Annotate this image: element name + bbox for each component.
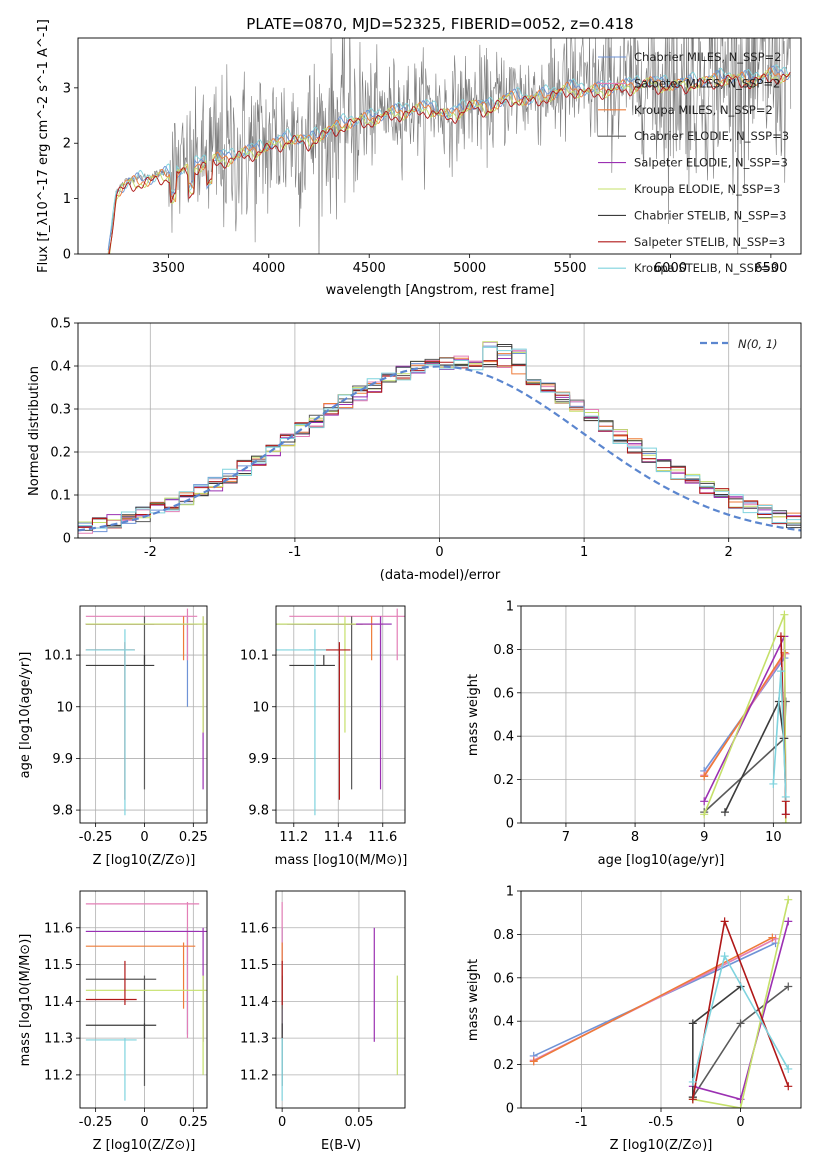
age_vs_mass-ytick-label: 9.9: [248, 752, 269, 767]
age_vs_z-ytick-label: 9.8: [52, 804, 73, 819]
age_vs_z-ytick-label: 10.1: [44, 649, 73, 664]
weight_vs_z-ytick-label: 0.4: [493, 1015, 514, 1030]
residual_histogram-xtick-label: 0: [435, 545, 443, 560]
mass_vs_ebv-ytick-label: 11.6: [240, 921, 269, 936]
age_vs_z-xtick-label: -0.25: [79, 830, 113, 845]
weight_vs_z-ytick-label: 0.8: [493, 928, 514, 943]
legend-entry: Salpeter ELODIE, N_SSP=3: [634, 156, 788, 170]
spectrum-xtick-label: 3500: [152, 261, 185, 276]
legend-entry: Salpeter STELIB, N_SSP=3: [634, 235, 785, 249]
legend-entry: Chabrier MILES, N_SSP=2: [634, 50, 781, 64]
spectrum-ytick-label: 3: [63, 81, 71, 96]
age-vs-z-xlabel: Z [log10(Z/Z⊙)]: [93, 853, 196, 868]
mass_vs_ebv-ytick-label: 11.3: [240, 1032, 269, 1047]
residual-xlabel: (data-model)/error: [380, 568, 501, 583]
legend-entry: Kroupa MILES, N_SSP=2: [634, 103, 773, 117]
age_vs_mass-ytick-label: 9.8: [248, 804, 269, 819]
mass_vs_z-ytick-label: 11.5: [44, 958, 73, 973]
spectrum-ytick-label: 2: [63, 137, 71, 152]
weight_vs_age-ytick-label: 0.8: [493, 643, 514, 658]
age_vs_mass-xtick-label: 11.2: [279, 830, 308, 845]
spectrum-ytick-label: 0: [63, 248, 71, 263]
weight_vs_z-xtick-label: -0.5: [648, 1115, 673, 1130]
age_vs_z-xtick-label: 0.25: [179, 830, 208, 845]
age-vs-z-ylabel: age [log10(age/yr)]: [18, 652, 33, 779]
mass_vs_z-ytick-label: 11.3: [44, 1032, 73, 1047]
residual_histogram-ytick-label: 0.4: [50, 360, 71, 375]
weight_vs_age-ytick-label: 1: [506, 600, 514, 615]
mass_vs_z-ytick-label: 11.6: [44, 921, 73, 936]
spectrum-xtick-label: 4000: [252, 261, 285, 276]
weight_vs_z-ytick-label: 0: [506, 1102, 514, 1117]
mass_vs_ebv-ytick-label: 11.5: [240, 958, 269, 973]
age_vs_mass-xtick-label: 11.6: [368, 830, 397, 845]
weight_vs_z-xtick-label: -1: [575, 1115, 588, 1130]
mass_vs_ebv-ytick-label: 11.2: [240, 1068, 269, 1083]
weight_vs_age-ytick-label: 0.2: [493, 773, 514, 788]
mass_vs_ebv-ytick-label: 11.4: [240, 995, 269, 1010]
mass-vs-z-xlabel: Z [log10(Z/Z⊙)]: [93, 1138, 196, 1153]
residual_histogram-ytick-label: 0.2: [50, 446, 71, 461]
age_vs_mass-ytick-label: 10: [252, 700, 269, 715]
mass_vs_ebv-xtick-label: 0: [278, 1115, 286, 1130]
legend-entry: Kroupa STELIB, N_SSP=3: [634, 261, 778, 275]
age_vs_z-xtick-label: 0: [140, 830, 148, 845]
mass_vs_z-xtick-label: -0.25: [79, 1115, 113, 1130]
mass_vs_z-ytick-label: 11.2: [44, 1068, 73, 1083]
mass_vs_z-xtick-label: 0.25: [179, 1115, 208, 1130]
age_vs_mass-xtick-label: 11.4: [324, 830, 353, 845]
spectrum-xtick-label: 4500: [353, 261, 386, 276]
weight_vs_age-ytick-label: 0: [506, 817, 514, 832]
residual_histogram-xtick-label: -2: [144, 545, 157, 560]
mass-vs-ebv-xlabel: E(B-V): [321, 1138, 361, 1153]
age-vs-mass-xlabel: mass [log10(M/M⊙)]: [275, 853, 408, 868]
legend-entry: Salpeter MILES, N_SSP=2: [634, 76, 780, 90]
legend-normal-label: N(0, 1): [738, 337, 778, 351]
weight_vs_age-xtick-label: 10: [765, 830, 782, 845]
residual_histogram-ytick-label: 0.3: [50, 403, 71, 418]
residual_histogram-ytick-label: 0.1: [50, 489, 71, 504]
weight_vs_age-xtick-label: 9: [700, 830, 708, 845]
residual_histogram-ytick-label: 0.5: [50, 317, 71, 332]
figure-title: PLATE=0870, MJD=52325, FIBERID=0052, z=0…: [246, 15, 633, 33]
spectrum-xlabel: wavelength [Angstrom, rest frame]: [326, 283, 555, 298]
weight_vs_age-ytick-label: 0.4: [493, 730, 514, 745]
weight-vs-z-ylabel: mass weight: [466, 959, 481, 1041]
mass-vs-z-ylabel: mass [log10(M/M⊙)]: [18, 934, 33, 1067]
weight-vs-age-ylabel: mass weight: [466, 674, 481, 756]
weight_vs_z-xtick-label: 0: [736, 1115, 744, 1130]
residual_histogram-xtick-label: 1: [580, 545, 588, 560]
figure: PLATE=0870, MJD=52325, FIBERID=0052, z=0…: [0, 0, 819, 1170]
mass_vs_z-ytick-label: 11.4: [44, 995, 73, 1010]
residual_histogram-ytick-label: 0: [63, 532, 71, 547]
residual-ylabel: Normed distribution: [27, 366, 42, 496]
age_vs_z-ytick-label: 10: [56, 700, 73, 715]
weight_vs_age-xtick-label: 7: [562, 830, 570, 845]
weight_vs_age-xtick-label: 8: [631, 830, 639, 845]
weight_vs_age-ytick-label: 0.6: [493, 686, 514, 701]
mass_vs_ebv-xtick-label: 0.05: [344, 1115, 373, 1130]
weight_vs_z-ytick-label: 0.2: [493, 1058, 514, 1073]
weight_vs_z-ytick-label: 1: [506, 885, 514, 900]
age_vs_z-ytick-label: 9.9: [52, 752, 73, 767]
weight-vs-age-xlabel: age [log10(age/yr)]: [598, 853, 725, 868]
legend-entry: Kroupa ELODIE, N_SSP=3: [634, 182, 780, 196]
residual_histogram-xtick-label: -1: [288, 545, 301, 560]
weight_vs_z-ytick-label: 0.6: [493, 971, 514, 986]
spectrum-xtick-label: 5500: [553, 261, 586, 276]
legend-entry: Chabrier STELIB, N_SSP=3: [634, 208, 786, 222]
legend-entry: Chabrier ELODIE, N_SSP=3: [634, 129, 789, 143]
residual_histogram-xtick-label: 2: [725, 545, 733, 560]
age_vs_mass-ytick-label: 10.1: [240, 649, 269, 664]
spectrum-ylabel: Flux [f_λ10^-17 erg cm^-2 s^-1 A^-1]: [36, 19, 51, 273]
spectrum-ytick-label: 1: [63, 192, 71, 207]
mass_vs_z-xtick-label: 0: [140, 1115, 148, 1130]
weight-vs-z-xlabel: Z [log10(Z/Z⊙)]: [610, 1138, 713, 1153]
spectrum-xtick-label: 5000: [453, 261, 486, 276]
